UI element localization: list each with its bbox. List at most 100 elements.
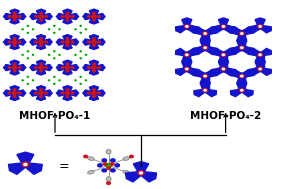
Polygon shape bbox=[194, 70, 199, 76]
Circle shape bbox=[35, 41, 38, 43]
Polygon shape bbox=[241, 27, 253, 35]
Bar bbox=[38, 40, 44, 44]
Polygon shape bbox=[15, 90, 23, 96]
Circle shape bbox=[13, 12, 16, 14]
Circle shape bbox=[85, 54, 87, 55]
Polygon shape bbox=[10, 42, 19, 48]
Polygon shape bbox=[67, 90, 76, 96]
Circle shape bbox=[103, 163, 107, 165]
Polygon shape bbox=[194, 89, 206, 97]
Polygon shape bbox=[85, 39, 94, 45]
Polygon shape bbox=[10, 62, 19, 67]
Polygon shape bbox=[248, 91, 253, 97]
Bar bbox=[91, 15, 97, 18]
Circle shape bbox=[22, 29, 23, 30]
Circle shape bbox=[105, 163, 112, 167]
Bar bbox=[38, 91, 44, 95]
Circle shape bbox=[39, 15, 43, 18]
Polygon shape bbox=[102, 39, 105, 45]
Circle shape bbox=[54, 32, 55, 33]
Polygon shape bbox=[30, 90, 32, 96]
Circle shape bbox=[98, 41, 100, 43]
Polygon shape bbox=[50, 64, 52, 71]
Polygon shape bbox=[36, 73, 46, 75]
Polygon shape bbox=[194, 48, 199, 54]
Circle shape bbox=[92, 15, 96, 18]
Circle shape bbox=[45, 67, 47, 68]
Polygon shape bbox=[237, 40, 247, 42]
Circle shape bbox=[22, 80, 23, 81]
Polygon shape bbox=[204, 27, 217, 35]
Polygon shape bbox=[89, 48, 98, 50]
Polygon shape bbox=[255, 20, 265, 26]
Circle shape bbox=[27, 83, 28, 84]
Polygon shape bbox=[41, 64, 50, 71]
Polygon shape bbox=[102, 90, 105, 96]
Circle shape bbox=[65, 40, 70, 44]
Circle shape bbox=[65, 15, 70, 18]
Circle shape bbox=[54, 25, 55, 26]
Polygon shape bbox=[89, 35, 98, 36]
Polygon shape bbox=[203, 67, 225, 78]
Circle shape bbox=[98, 92, 100, 94]
Polygon shape bbox=[140, 171, 157, 182]
Polygon shape bbox=[94, 64, 102, 71]
Ellipse shape bbox=[88, 157, 94, 160]
Circle shape bbox=[222, 68, 224, 70]
Polygon shape bbox=[83, 90, 85, 96]
Circle shape bbox=[204, 90, 206, 91]
Circle shape bbox=[40, 38, 42, 40]
Circle shape bbox=[40, 19, 42, 21]
Polygon shape bbox=[23, 90, 26, 96]
Polygon shape bbox=[36, 60, 46, 62]
Circle shape bbox=[140, 172, 142, 174]
Polygon shape bbox=[230, 70, 235, 76]
Circle shape bbox=[92, 19, 95, 21]
Polygon shape bbox=[36, 86, 46, 87]
Polygon shape bbox=[4, 13, 6, 20]
Polygon shape bbox=[230, 47, 243, 54]
Polygon shape bbox=[15, 64, 23, 71]
Polygon shape bbox=[266, 70, 272, 75]
Circle shape bbox=[45, 16, 47, 17]
Polygon shape bbox=[193, 49, 198, 54]
Polygon shape bbox=[222, 67, 244, 78]
Circle shape bbox=[13, 63, 16, 65]
Circle shape bbox=[258, 53, 263, 56]
Polygon shape bbox=[4, 39, 6, 45]
Polygon shape bbox=[67, 13, 76, 20]
Polygon shape bbox=[203, 46, 225, 57]
Bar bbox=[49, 51, 59, 58]
Polygon shape bbox=[194, 27, 206, 35]
Polygon shape bbox=[194, 70, 206, 77]
Circle shape bbox=[66, 19, 69, 21]
Polygon shape bbox=[89, 62, 98, 67]
Circle shape bbox=[88, 92, 90, 94]
Polygon shape bbox=[50, 13, 52, 20]
Circle shape bbox=[61, 92, 64, 94]
Circle shape bbox=[258, 25, 263, 28]
Circle shape bbox=[239, 89, 244, 92]
Polygon shape bbox=[15, 13, 23, 20]
Circle shape bbox=[84, 155, 87, 158]
Polygon shape bbox=[63, 99, 72, 101]
Bar bbox=[76, 77, 86, 84]
Polygon shape bbox=[237, 84, 247, 90]
Circle shape bbox=[259, 26, 261, 27]
Polygon shape bbox=[200, 76, 210, 83]
Polygon shape bbox=[10, 87, 19, 93]
Polygon shape bbox=[200, 40, 210, 42]
Circle shape bbox=[115, 164, 120, 167]
Circle shape bbox=[241, 33, 243, 34]
Circle shape bbox=[71, 67, 74, 68]
Circle shape bbox=[66, 96, 69, 97]
Polygon shape bbox=[36, 9, 46, 11]
Polygon shape bbox=[83, 39, 85, 45]
Polygon shape bbox=[237, 39, 247, 41]
Circle shape bbox=[222, 54, 224, 56]
Bar bbox=[38, 15, 44, 18]
Circle shape bbox=[88, 16, 90, 17]
Polygon shape bbox=[175, 25, 188, 33]
Polygon shape bbox=[89, 67, 98, 73]
Circle shape bbox=[186, 26, 188, 27]
